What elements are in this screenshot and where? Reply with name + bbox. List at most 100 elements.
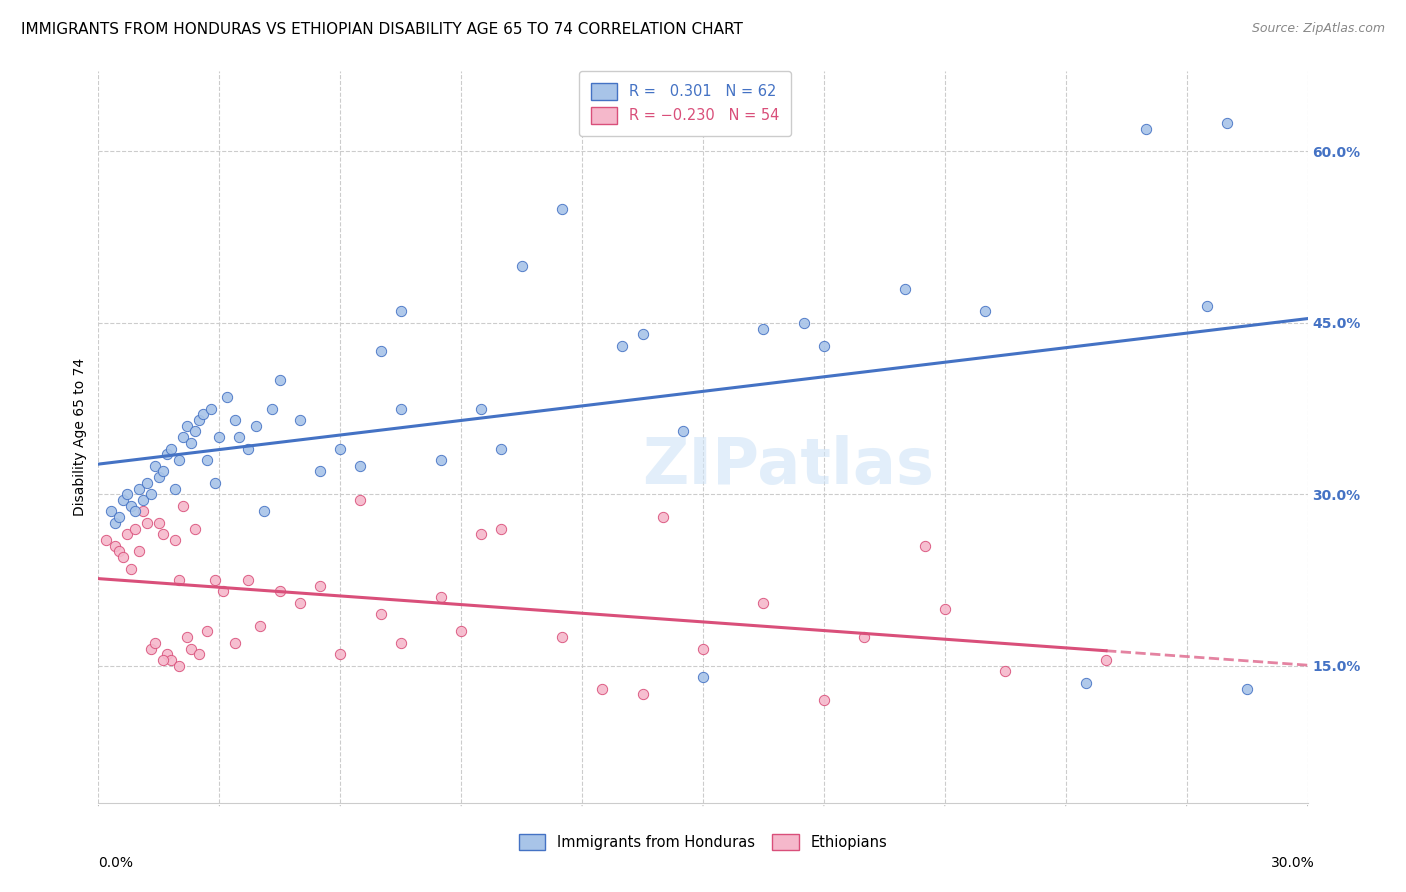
Point (148, 516, 170, 530)
Point (217, 390, 239, 404)
Point (224, 413, 246, 427)
Point (631, 327, 654, 342)
Point (813, 338, 835, 352)
Point (135, 516, 157, 530)
Point (974, 304, 997, 318)
Point (853, 630, 876, 644)
Point (1074, 675, 1097, 690)
Point (309, 579, 332, 593)
Point (349, 458, 371, 473)
Point (370, 344, 392, 359)
Text: ZIPatlas: ZIPatlas (641, 435, 934, 498)
Point (103, 516, 125, 530)
Point (156, 447, 179, 461)
Point (269, 584, 291, 599)
Point (135, 475, 157, 490)
Point (813, 693, 835, 707)
Point (752, 321, 775, 335)
Point (107, 544, 129, 558)
Point (450, 624, 472, 639)
Point (430, 453, 453, 467)
Point (152, 653, 174, 667)
Point (224, 636, 246, 650)
Point (288, 413, 311, 427)
Y-axis label: Disability Age 65 to 74: Disability Age 65 to 74 (73, 358, 87, 516)
Point (172, 499, 194, 513)
Text: Source: ZipAtlas.com: Source: ZipAtlas.com (1251, 22, 1385, 36)
Point (1095, 653, 1118, 667)
Point (115, 527, 138, 541)
Point (893, 281, 915, 295)
Point (195, 453, 218, 467)
Point (260, 401, 283, 416)
Point (329, 442, 352, 456)
Point (167, 453, 190, 467)
Point (491, 442, 513, 456)
Point (752, 596, 775, 610)
Text: IMMIGRANTS FROM HONDURAS VS ETHIOPIAN DISABILITY AGE 65 TO 74 CORRELATION CHART: IMMIGRANTS FROM HONDURAS VS ETHIOPIAN DI… (21, 22, 742, 37)
Point (111, 550, 134, 565)
Point (793, 316, 815, 330)
Point (269, 373, 291, 387)
Point (329, 647, 352, 661)
Point (470, 527, 492, 541)
Point (193, 407, 215, 421)
Point (389, 304, 412, 318)
Point (107, 510, 129, 524)
Point (167, 573, 190, 587)
Point (132, 492, 155, 507)
Point (1236, 681, 1258, 696)
Point (176, 630, 198, 644)
Point (180, 641, 202, 656)
Point (180, 435, 202, 450)
Point (692, 670, 714, 684)
Point (139, 641, 162, 656)
Text: 30.0%: 30.0% (1271, 856, 1315, 871)
Point (204, 475, 226, 490)
Point (148, 470, 170, 484)
Point (245, 418, 267, 433)
Point (124, 521, 146, 535)
Point (152, 527, 174, 541)
Point (510, 259, 533, 273)
Point (1135, 121, 1157, 136)
Point (184, 425, 207, 439)
Point (128, 544, 150, 558)
Point (591, 681, 613, 696)
Point (914, 539, 936, 553)
Point (156, 647, 179, 661)
Point (349, 492, 371, 507)
Point (188, 413, 211, 427)
Point (491, 521, 513, 535)
Point (163, 533, 186, 547)
Point (204, 573, 226, 587)
Point (288, 596, 311, 610)
Point (100, 504, 122, 518)
Point (934, 601, 956, 615)
Point (115, 487, 138, 501)
Point (132, 504, 155, 518)
Point (163, 482, 186, 496)
Point (389, 401, 412, 416)
Point (994, 665, 1017, 679)
Point (1195, 299, 1218, 313)
Point (128, 482, 150, 496)
Point (236, 573, 259, 587)
Point (212, 584, 235, 599)
Point (253, 504, 276, 518)
Point (370, 607, 392, 622)
Point (631, 687, 654, 701)
Point (612, 338, 634, 352)
Point (208, 430, 231, 444)
Point (430, 590, 453, 604)
Legend: Immigrants from Honduras, Ethiopians: Immigrants from Honduras, Ethiopians (512, 826, 894, 858)
Point (96, 533, 118, 547)
Point (160, 653, 183, 667)
Text: 0.0%: 0.0% (98, 856, 134, 871)
Point (120, 499, 142, 513)
Point (139, 487, 162, 501)
Point (651, 510, 673, 524)
Point (176, 418, 198, 433)
Point (160, 442, 183, 456)
Point (228, 430, 250, 444)
